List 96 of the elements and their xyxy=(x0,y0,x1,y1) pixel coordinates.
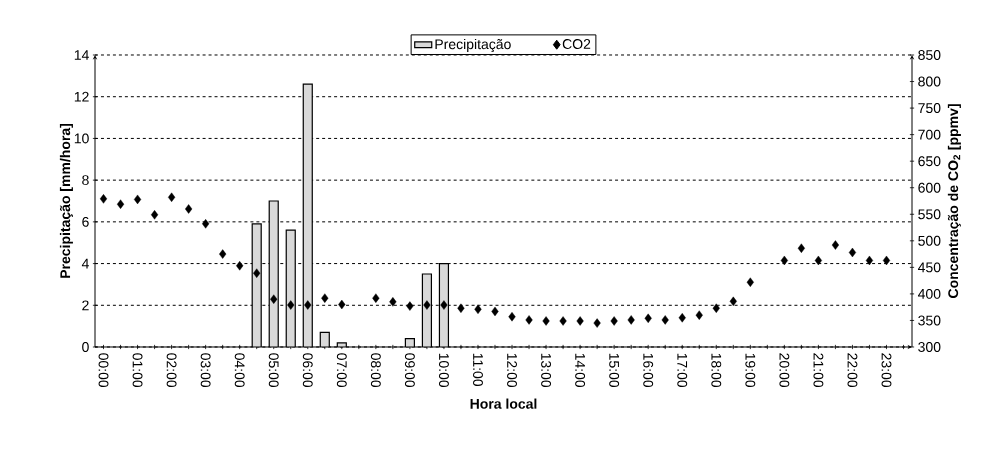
y-tick-label: 14 xyxy=(74,50,89,60)
x-tick-label: 12:00 xyxy=(507,353,517,388)
x-tick-label: 00:00 xyxy=(98,353,109,388)
x-tick-label: 06:00 xyxy=(302,353,313,388)
point xyxy=(865,255,874,266)
point xyxy=(338,299,346,310)
point xyxy=(253,268,261,278)
x-tick-label: 11:00 xyxy=(473,353,483,387)
point xyxy=(695,310,703,320)
point xyxy=(151,210,159,220)
x-axis-title: Hora local xyxy=(470,398,537,409)
point xyxy=(202,219,210,229)
x-tick-label: 23:00 xyxy=(881,353,892,388)
point xyxy=(644,313,652,324)
point xyxy=(610,316,618,326)
point xyxy=(116,199,125,209)
x-tick-label: 18:00 xyxy=(711,353,722,388)
y2-tick-label: 700 xyxy=(918,129,941,140)
x-tick-label: 20:00 xyxy=(779,353,790,388)
x-tick-label: 22:00 xyxy=(847,353,858,388)
x-tick-label: 03:00 xyxy=(200,353,211,388)
legend-label: Precipitação xyxy=(435,38,511,52)
y2-tick-label: 600 xyxy=(918,182,941,193)
x-tick-label: 21:00 xyxy=(813,353,824,388)
x-tick-label: 10:00 xyxy=(438,353,449,388)
y-tick-label: 2 xyxy=(82,300,89,311)
point xyxy=(474,304,482,314)
point xyxy=(99,194,108,204)
x-tick-label: 17:00 xyxy=(677,353,688,388)
point xyxy=(219,249,227,259)
x-tick-label: 08:00 xyxy=(370,353,381,388)
legend-label: CO2 xyxy=(562,39,591,49)
point xyxy=(287,300,295,310)
point xyxy=(814,255,822,266)
point xyxy=(729,296,737,307)
point xyxy=(882,255,891,266)
y2-axis-title: Concentração de CO$_{2}$ [ppmv] xyxy=(947,104,961,298)
point xyxy=(576,316,584,326)
point xyxy=(133,194,142,205)
y-tick-label: 10 xyxy=(74,133,89,144)
point xyxy=(678,313,686,323)
y2-tick-label: 350 xyxy=(918,315,941,326)
point xyxy=(661,315,669,325)
x-tick-label: 15:00 xyxy=(609,353,620,388)
y2-tick-label: 750 xyxy=(918,103,941,114)
point xyxy=(797,243,805,253)
point xyxy=(593,318,601,328)
x-tick-label: 01:00 xyxy=(132,353,143,388)
x-tick-label: 05:00 xyxy=(268,353,279,388)
point xyxy=(559,316,567,326)
point xyxy=(304,300,312,310)
x-tick-label: 04:00 xyxy=(234,353,245,388)
y2-tick-label: 500 xyxy=(918,235,941,246)
y-tick-label: 6 xyxy=(82,216,89,227)
point xyxy=(423,300,431,310)
point xyxy=(712,303,720,313)
y2-tick-label: 800 xyxy=(918,76,941,87)
bar xyxy=(438,262,450,347)
point xyxy=(525,315,533,325)
x-tick-label: 02:00 xyxy=(166,353,177,388)
point xyxy=(831,240,839,250)
y2-tick-label: 450 xyxy=(917,262,941,273)
point xyxy=(542,316,550,326)
x-tick-label: 19:00 xyxy=(745,353,756,388)
y-tick-label: 4 xyxy=(81,258,89,269)
point xyxy=(185,204,193,214)
x-tick-label: 07:00 xyxy=(336,353,347,388)
point xyxy=(627,315,635,325)
point xyxy=(168,192,176,202)
x-tick-label: 14:00 xyxy=(575,353,586,388)
point xyxy=(746,277,754,287)
x-tick-label: 13:00 xyxy=(541,353,552,388)
y-tick-label: 12 xyxy=(74,91,89,102)
y2-tick-label: 650 xyxy=(918,156,941,167)
point xyxy=(321,293,329,303)
point xyxy=(491,306,499,317)
bar xyxy=(303,84,313,347)
y2-tick-label: 550 xyxy=(918,209,941,220)
point xyxy=(440,300,448,310)
x-tick-label: 16:00 xyxy=(643,353,654,388)
x-tick-label: 09:00 xyxy=(404,353,415,388)
point xyxy=(780,255,788,266)
point xyxy=(389,297,397,307)
y-tick-label: 8 xyxy=(82,175,89,186)
y-axis-title: Precipitação [mm/hora] xyxy=(59,124,73,278)
y2-tick-label: 300 xyxy=(918,342,941,352)
y2-tick-label: 850 xyxy=(918,50,941,60)
point xyxy=(372,293,380,303)
point xyxy=(236,261,244,271)
point xyxy=(848,247,857,258)
point xyxy=(270,294,278,304)
point xyxy=(406,301,414,311)
y2-tick-label: 400 xyxy=(917,288,941,299)
y-tick-label: 0 xyxy=(82,342,89,352)
point xyxy=(457,303,465,313)
point xyxy=(508,312,516,322)
